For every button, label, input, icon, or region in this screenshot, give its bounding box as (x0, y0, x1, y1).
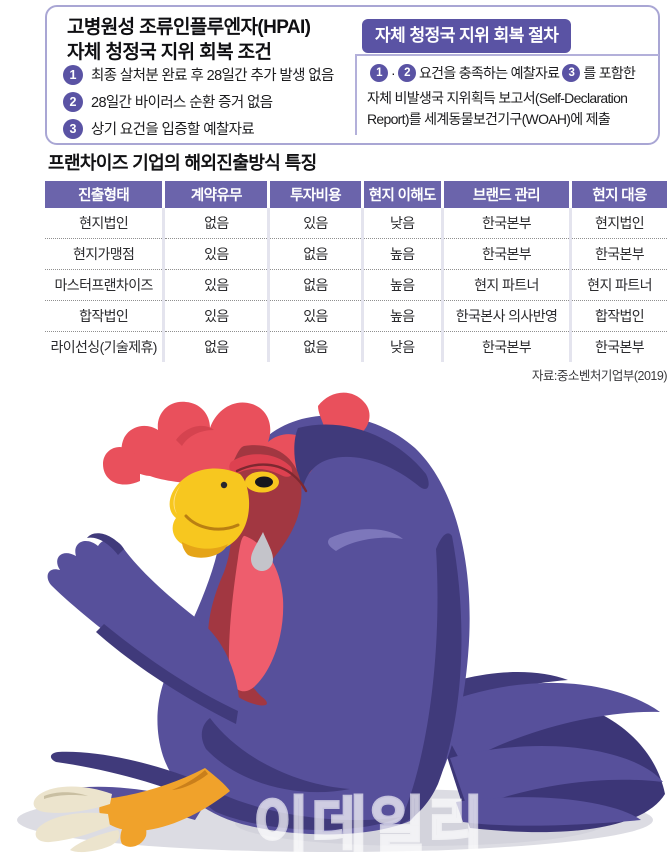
condition-item: 3 상기 요건을 입증할 예찰자료 (63, 118, 334, 139)
beak (169, 468, 250, 558)
watermark: 이데일리 (254, 792, 487, 857)
table-cell: 마스터프랜차이즈 (45, 269, 164, 301)
procedure-text-1: 요건을 충족하는 예찰자료 (418, 65, 560, 81)
franchise-table: 진출형태 계약유무 투자비용 현지 이해도 브랜드 관리 현지 대응 현지법인 … (45, 181, 667, 362)
table-row: 마스터프랜차이즈 있음 없음 높음 현지 파트너 현지 파트너 (45, 269, 667, 301)
table-cell: 높음 (360, 269, 443, 301)
procedure-title-badge: 자체 청정국 지위 회복 절차 (362, 19, 572, 53)
table-cell: 높음 (360, 238, 443, 270)
foot (33, 768, 231, 853)
procedure-rest: 자체 비발생국 지위획득 보고서(Self-Declaration Report… (367, 88, 657, 130)
table-cell: 한국본부 (569, 331, 667, 362)
conditions-title: 고병원성 조류인플루엔자(HPAI) 자체 청정국 지위 회복 조건 (67, 16, 311, 65)
condition-text: 28일간 바이러스 순환 증거 없음 (91, 95, 273, 111)
table-cell: 있음 (162, 300, 269, 332)
conditions-title-line1: 고병원성 조류인플루엔자(HPAI) (67, 17, 311, 38)
table-cell: 현지 파트너 (440, 269, 571, 301)
sweat-drop (251, 532, 273, 571)
number-1-badge: 1 (370, 64, 388, 82)
table-cell: 한국본부 (440, 331, 571, 362)
condition-text: 최종 살처분 완료 후 28일간 추가 발생 없음 (91, 68, 334, 84)
table-header-cell: 진출형태 (45, 181, 164, 208)
table-cell: 없음 (267, 238, 363, 270)
thigh-shading (201, 718, 350, 793)
table-cell: 한국본부 (569, 238, 667, 270)
conditions-title-line2: 자체 청정국 지위 회복 조건 (67, 41, 272, 63)
procedure-body: 1 · 2 요건을 충족하는 예찰자료 3 를 포함한 자체 비발생국 지위획득… (367, 63, 657, 130)
table-cell: 합작법인 (569, 300, 667, 332)
number-2-badge: 2 (397, 64, 416, 82)
table-cell: 현지법인 (79, 215, 129, 231)
back-highlight (328, 529, 403, 551)
table-cell: 라이선싱(기술제휴) (45, 331, 164, 362)
condition-item: 1 최종 살처분 완료 후 28일간 추가 발생 없음 (63, 64, 334, 85)
back-shading (399, 533, 462, 825)
number-3-badge: 3 (562, 64, 581, 82)
table-title: 프랜차이즈 기업의 해외진출방식 특징 (48, 153, 317, 173)
belly-shading (192, 778, 401, 830)
table-cell: 한국본부 (440, 208, 571, 239)
vertical-divider (355, 54, 357, 135)
table-cell: 한국본사 의사반영 (440, 300, 571, 332)
table-header-cell: 현지 대응 (569, 181, 667, 208)
procedure-line1: 1 · 2 요건을 충족하는 예찰자료 3 를 포함한 (367, 63, 657, 83)
table-header-cell: 브랜드 관리 (440, 181, 571, 208)
table-cell: 현지법인 (569, 208, 667, 239)
table-cell: 없음 (267, 269, 363, 301)
table-cell: 높음 (360, 300, 443, 332)
hpai-info-box: 고병원성 조류인플루엔자(HPAI) 자체 청정국 지위 회복 조건 1 최종 … (45, 5, 660, 145)
table-row: 라이선싱(기술제휴) 없음 없음 낮음 한국본부 한국본부 (45, 331, 667, 362)
table-row: 현지법인 없음 있음 낮음 한국본부 현지법인 (45, 208, 667, 239)
table-cell: 있음 (267, 300, 363, 332)
source-credit: 자료:중소벤처기업부(2019) (531, 369, 668, 383)
procedure-line2: 자체 비발생국 지위획득 보고서(Self-Declaration (367, 90, 628, 106)
table-row: 현지가맹점 있음 없음 높음 한국본부 한국본부 (45, 238, 667, 270)
table-row: 합작법인 있음 있음 높음 한국본사 의사반영 합작법인 (45, 300, 667, 332)
table-header-cell: 투자비용 (267, 181, 363, 208)
table-cell: 한국본부 (440, 238, 571, 270)
table-cell: 현지 파트너 (569, 269, 667, 301)
number-2-badge: 2 (63, 91, 83, 112)
eye (229, 454, 308, 493)
table-cell: 있음 (162, 238, 269, 270)
table-header-row: 진출형태 계약유무 투자비용 현지 이해도 브랜드 관리 현지 대응 (45, 181, 667, 208)
table-cell: 있음 (162, 269, 269, 301)
condition-item: 2 28일간 바이러스 순환 증거 없음 (63, 91, 334, 112)
condition-text: 상기 요건을 입증할 예찰자료 (91, 122, 255, 138)
table-header-cell: 계약유무 (162, 181, 269, 208)
number-3-badge: 3 (63, 118, 83, 139)
table-cell: 낮음 (360, 208, 443, 239)
table-cell: 있음 (267, 208, 363, 239)
horizontal-divider (355, 54, 659, 56)
conditions-list: 1 최종 살처분 완료 후 28일간 추가 발생 없음 2 28일간 바이러스 … (63, 64, 334, 145)
dot-separator: · (391, 65, 396, 81)
procedure-line3: Report)를 세계동물보건기구(WOAH)에 제출 (367, 111, 611, 127)
wattle (228, 535, 284, 692)
procedure-text-2: 를 포함한 (583, 65, 636, 81)
rooster-illustration: 이데일리 (17, 392, 665, 857)
table-cell: 없음 (162, 331, 269, 362)
table-cell: 없음 (162, 208, 269, 239)
number-1-badge: 1 (63, 64, 83, 85)
table-cell: 현지가맹점 (45, 238, 164, 270)
table-cell: 합작법인 (45, 300, 164, 332)
table-cell: 낮음 (360, 331, 443, 362)
table-header-cell: 현지 이해도 (360, 181, 443, 208)
wing (47, 533, 240, 724)
table-cell: 없음 (267, 331, 363, 362)
crown-quiff (294, 424, 429, 489)
